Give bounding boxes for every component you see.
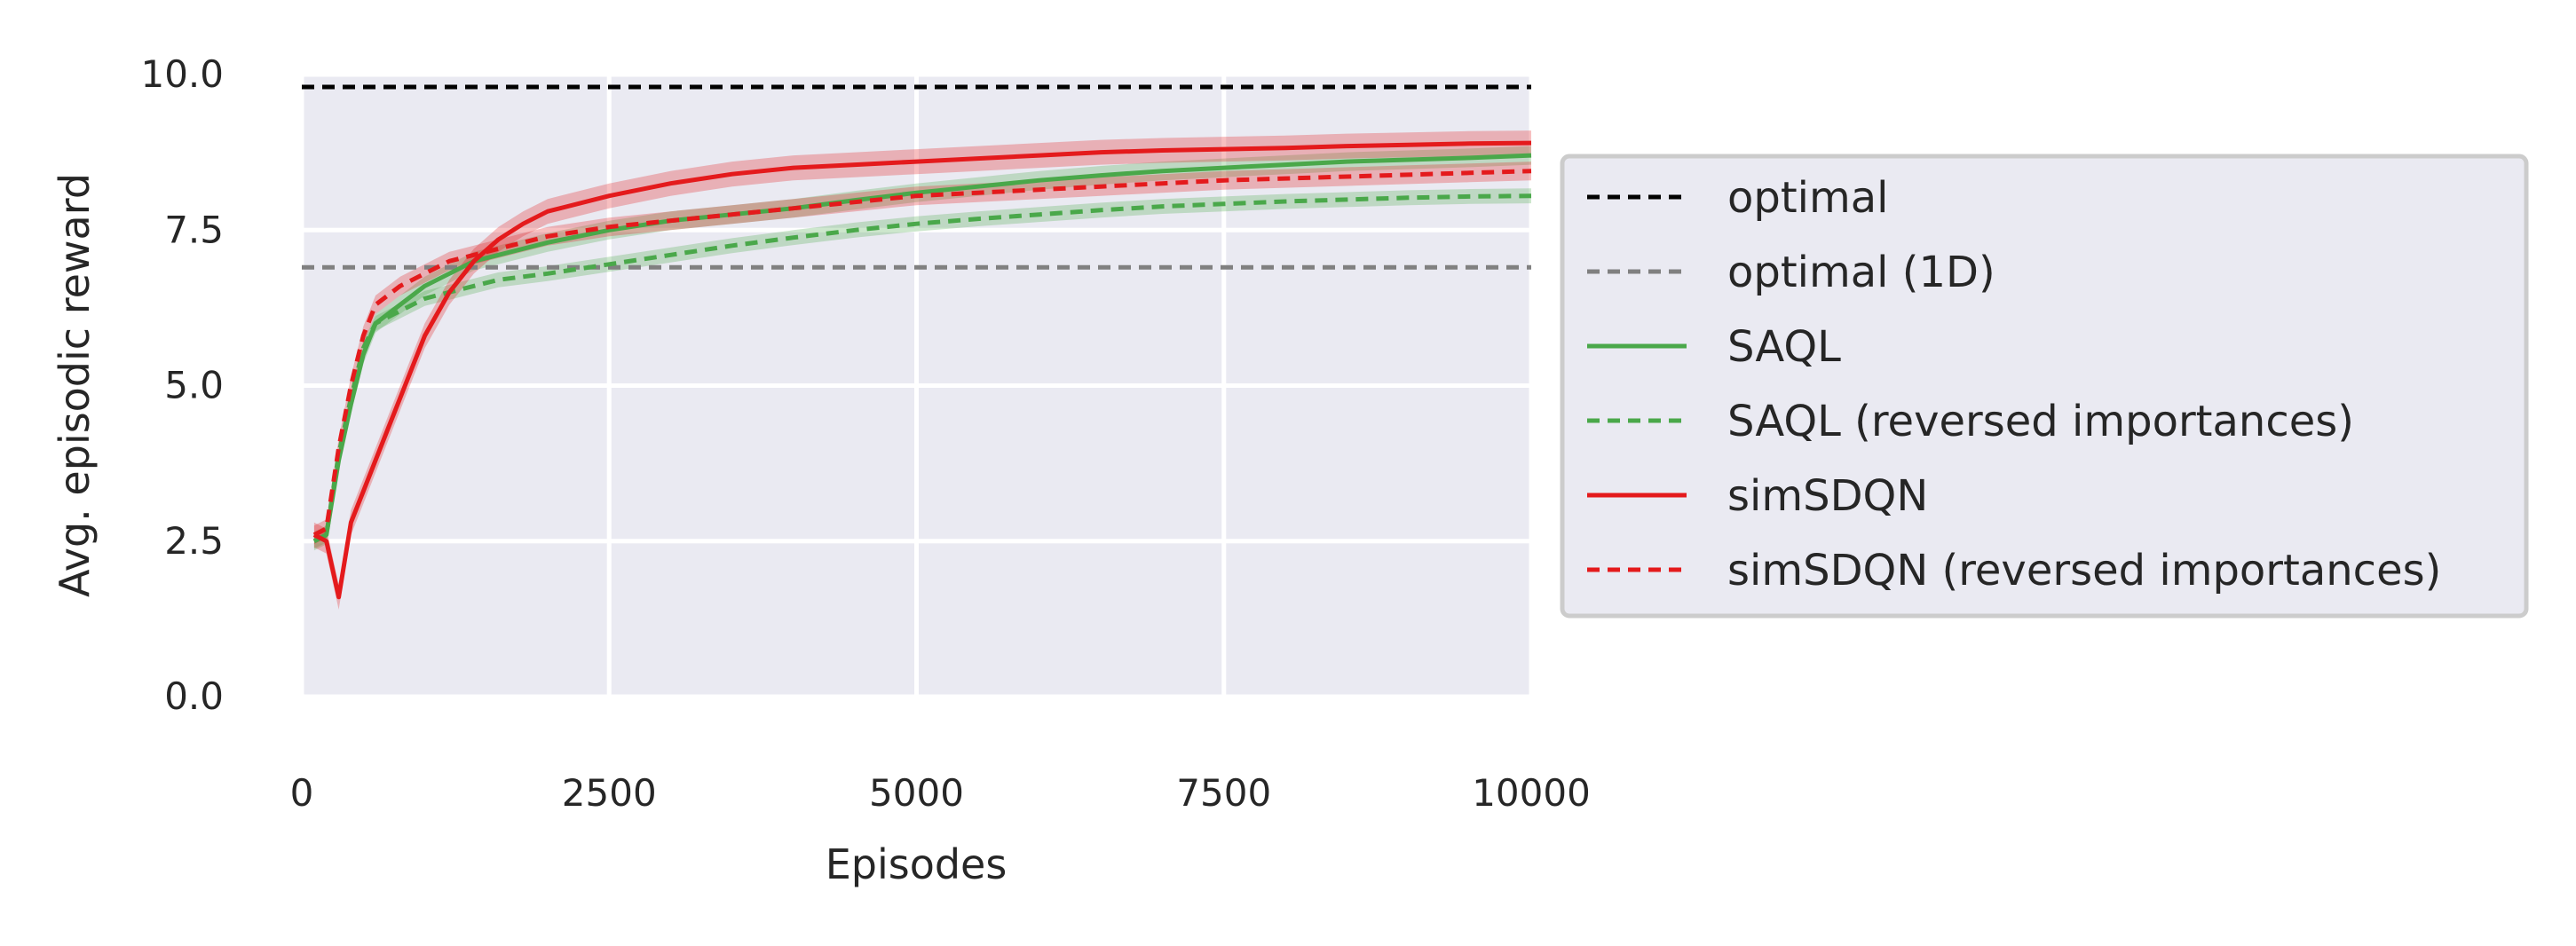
series-line xyxy=(312,140,1532,600)
grid xyxy=(299,72,1534,699)
legend-label: simSDQN (reversed importances) xyxy=(1727,546,2441,595)
y-tick-label: 7.5 xyxy=(164,208,224,251)
x-tick-label: 7500 xyxy=(1176,771,1271,815)
y-axis-title: Avg. episodic reward xyxy=(51,173,99,597)
x-tick-label: 5000 xyxy=(869,771,964,815)
legend-box xyxy=(1560,154,2529,619)
legend-label: simSDQN xyxy=(1727,471,1928,521)
legend-label: optimal (1D) xyxy=(1727,248,1995,297)
y-tick-label: 5.0 xyxy=(164,364,224,407)
legend-label: optimal xyxy=(1727,173,1889,223)
series-line xyxy=(312,193,1532,544)
x-tick-label: 0 xyxy=(290,771,314,815)
legend-label: SAQL xyxy=(1727,322,1841,372)
legend: optimal optimal (1D) SAQL SAQL (reversed im… xyxy=(1560,154,2529,619)
y-tick-label: 10.0 xyxy=(140,52,224,96)
x-tick-label: 2500 xyxy=(562,771,657,815)
y-tick-label: 0.0 xyxy=(164,674,224,718)
series-lines xyxy=(302,84,1532,600)
x-axis-title: Episodes xyxy=(826,840,1007,888)
y-tick-label: 2.5 xyxy=(164,519,224,563)
legend-label: SAQL (reversed importances) xyxy=(1727,397,2354,446)
series-line xyxy=(312,169,1532,537)
x-tick-label: 10000 xyxy=(1472,771,1591,815)
tick-labels: 0 2500 5000 7500 10000 0.0 2.5 5.0 7.5 10.0 xyxy=(140,52,1590,815)
